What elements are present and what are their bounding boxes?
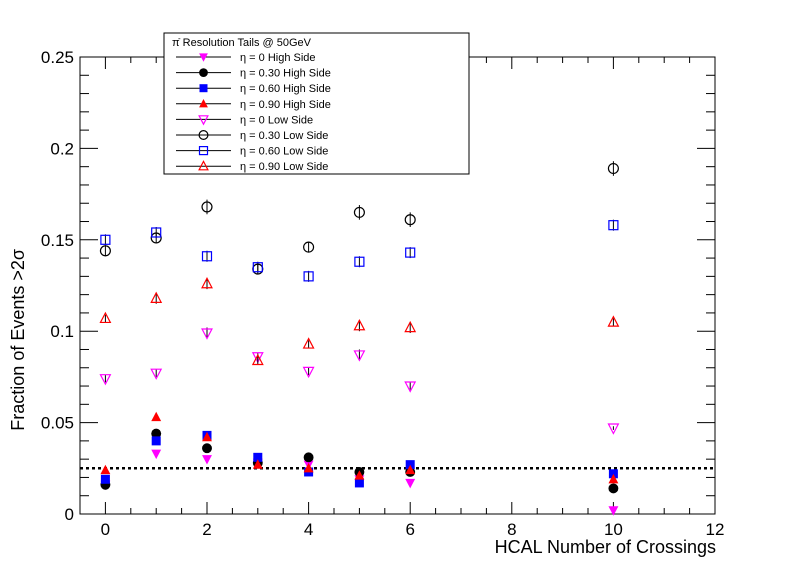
legend-marker xyxy=(198,130,209,141)
data-point xyxy=(607,423,620,435)
data-point xyxy=(608,483,619,494)
data-point xyxy=(151,449,162,460)
legend-marker xyxy=(199,99,208,108)
legend-marker xyxy=(198,146,209,156)
data-point xyxy=(151,411,162,422)
y-axis-label: Fraction of Events >2σ xyxy=(8,249,28,431)
data-point xyxy=(100,234,111,245)
y-tick-label: 0.25 xyxy=(41,48,74,67)
data-point xyxy=(251,353,264,366)
series-6 xyxy=(100,219,619,282)
legend-label: η = 0.30 Low Side xyxy=(240,130,328,142)
legend-label: η = 0.60 High Side xyxy=(240,83,331,95)
legend-marker xyxy=(198,160,209,171)
data-point xyxy=(607,315,620,327)
legend-label: η = 0 High Side xyxy=(240,52,316,64)
data-point xyxy=(607,162,619,175)
series-7 xyxy=(99,276,620,366)
legend-marker xyxy=(199,53,208,62)
data-point xyxy=(404,381,417,393)
data-point xyxy=(99,245,111,257)
y-tick-label: 0.1 xyxy=(50,322,74,341)
data-point xyxy=(303,462,314,473)
y-tick-label: 0.05 xyxy=(41,414,74,433)
data-point xyxy=(150,291,163,303)
legend-title-superscript: - xyxy=(178,34,181,43)
legend: π Resolution Tails @ 50GeV - η = 0 High … xyxy=(163,32,470,175)
legend-label: η = 0.90 High Side xyxy=(240,99,331,111)
series-4 xyxy=(99,327,620,435)
y-axis: 0 0.05 0.1 0.15 0.2 0.25 xyxy=(41,48,715,524)
data-point xyxy=(353,206,365,218)
legend-label: η = 0.90 Low Side xyxy=(240,161,328,173)
data-point xyxy=(99,374,112,386)
y-tick-label: 0.2 xyxy=(50,139,74,158)
data-point xyxy=(354,256,365,267)
data-point xyxy=(251,352,264,364)
y-tick-label: 0.15 xyxy=(41,231,74,250)
data-point xyxy=(405,247,416,258)
x-tick-label: 12 xyxy=(706,520,725,539)
data-point xyxy=(608,506,619,516)
data-point xyxy=(151,428,162,439)
data-point xyxy=(252,262,263,273)
data-point xyxy=(303,271,314,282)
legend-label: η = 0 Low Side xyxy=(240,114,313,126)
data-point xyxy=(404,320,417,333)
data-point xyxy=(405,464,416,475)
x-tick-label: 2 xyxy=(202,520,211,539)
data-point xyxy=(302,366,315,379)
data-point xyxy=(303,452,314,463)
data-point xyxy=(151,436,161,446)
data-point xyxy=(404,214,416,226)
data-point xyxy=(354,478,364,488)
data-point xyxy=(253,452,263,462)
data-point xyxy=(201,201,213,213)
legend-label: η = 0.30 High Side xyxy=(240,68,331,80)
data-point xyxy=(353,350,366,362)
data-point xyxy=(405,478,416,489)
legend-entries: η = 0 High Side η = 0.30 High Side η = 0.6… xyxy=(176,52,331,173)
legend-marker xyxy=(199,84,208,93)
data-point xyxy=(100,474,110,484)
data-point xyxy=(608,473,619,484)
data-point xyxy=(353,319,366,331)
data-point xyxy=(99,311,112,324)
x-tick-label: 8 xyxy=(507,520,516,539)
data-point xyxy=(201,276,213,289)
data-point xyxy=(302,337,315,349)
data-point xyxy=(201,328,213,340)
data-point xyxy=(202,455,212,465)
data-point xyxy=(608,469,618,479)
data-point xyxy=(202,431,212,442)
data-point xyxy=(151,227,162,238)
x-tick-label: 0 xyxy=(101,520,110,539)
x-tick-label: 10 xyxy=(604,520,623,539)
x-tick-label: 6 xyxy=(405,520,414,539)
legend-label: η = 0.60 Low Side xyxy=(240,146,328,158)
data-point xyxy=(252,459,263,469)
data-point xyxy=(100,464,111,475)
legend-marker xyxy=(199,68,208,77)
data-point xyxy=(608,220,619,231)
data-point xyxy=(150,368,163,380)
y-tick-label: 0 xyxy=(65,505,74,524)
data-layer xyxy=(99,161,620,516)
data-point xyxy=(405,460,415,470)
legend-title: π Resolution Tails @ 50GeV xyxy=(172,37,312,49)
data-point xyxy=(201,251,213,262)
data-point xyxy=(354,470,365,480)
data-point xyxy=(303,241,315,253)
data-point xyxy=(202,443,212,454)
legend-marker xyxy=(198,115,209,126)
x-tick-label: 4 xyxy=(304,520,313,539)
series-3 xyxy=(100,411,619,484)
x-axis-label: HCAL Number of Crossings xyxy=(495,537,716,557)
